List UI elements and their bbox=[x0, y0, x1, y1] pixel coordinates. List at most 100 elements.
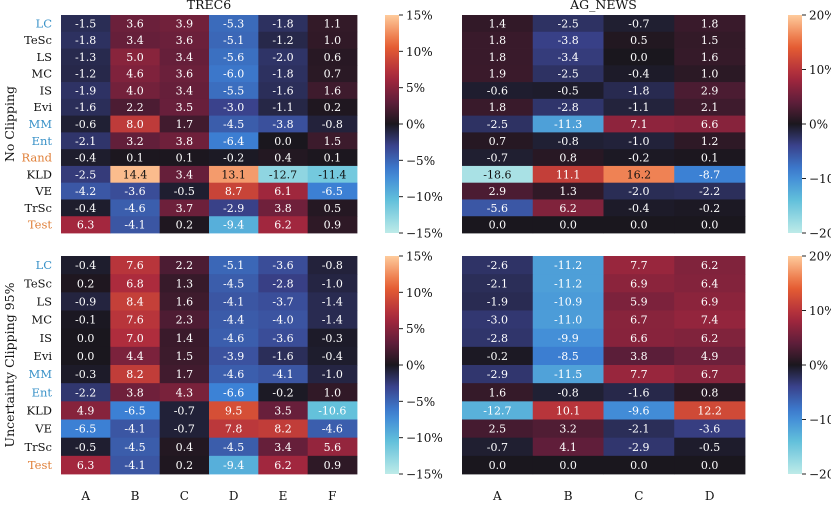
cell-value: -1.0 bbox=[322, 368, 343, 381]
heatmap-cell bbox=[532, 15, 604, 33]
heatmap-cell bbox=[603, 149, 675, 167]
heatmap-cell bbox=[110, 328, 161, 348]
column-label: E bbox=[279, 489, 288, 503]
heatmap-cell bbox=[258, 328, 309, 348]
heatmap-cell bbox=[307, 199, 358, 217]
heatmap-cell bbox=[61, 115, 111, 133]
heatmap-cell bbox=[603, 401, 675, 420]
cell-value: 3.4 bbox=[176, 51, 194, 64]
cell-value: 12.2 bbox=[697, 404, 722, 417]
cell-value: 3.6 bbox=[126, 17, 144, 30]
heatmap-cell bbox=[61, 65, 111, 83]
cell-value: -0.8 bbox=[558, 386, 579, 399]
heatmap-cell bbox=[462, 328, 534, 348]
cell-value: 6.2 bbox=[274, 459, 292, 472]
heatmap-cell bbox=[307, 256, 358, 275]
cell-value: 4.3 bbox=[176, 386, 194, 399]
cell-value: 8.0 bbox=[126, 118, 144, 131]
cell-value: -1.6 bbox=[628, 386, 649, 399]
heatmap-cell bbox=[209, 310, 259, 330]
heatmap-cell bbox=[110, 346, 161, 366]
heatmap-cell bbox=[674, 15, 746, 33]
colorbar-tick-label: 15% bbox=[406, 250, 433, 264]
heatmap-cell bbox=[462, 274, 534, 293]
cell-value: 0.2 bbox=[77, 277, 95, 290]
cell-value: -1.1 bbox=[272, 101, 293, 114]
cell-value: -4.6 bbox=[223, 332, 244, 345]
cell-value: -4.4 bbox=[223, 314, 244, 327]
cell-value: 0.5 bbox=[324, 202, 342, 215]
cell-value: -8.5 bbox=[558, 350, 579, 363]
cell-value: 0.2 bbox=[176, 459, 194, 472]
cell-value: 1.8 bbox=[489, 34, 507, 47]
column-label: F bbox=[328, 489, 336, 503]
heatmap-cell bbox=[674, 216, 746, 234]
heatmap-cell bbox=[159, 48, 210, 66]
heatmap-cell bbox=[258, 346, 309, 366]
cell-value: -2.8 bbox=[487, 332, 508, 345]
heatmap-cell bbox=[209, 149, 259, 167]
row-label: LC bbox=[36, 258, 53, 272]
row-label: VE bbox=[34, 184, 52, 198]
cell-value: 1.5 bbox=[176, 350, 194, 363]
cell-value: -6.6 bbox=[223, 386, 244, 399]
column-label: C bbox=[634, 489, 643, 503]
cell-value: 3.6 bbox=[176, 68, 194, 81]
cell-value: -6.5 bbox=[322, 185, 343, 198]
heatmap-cell bbox=[603, 165, 675, 184]
cell-value: -0.7 bbox=[628, 17, 649, 30]
cell-value: -0.4 bbox=[75, 152, 96, 165]
cell-value: 7.6 bbox=[126, 259, 144, 272]
heatmap-cell bbox=[532, 98, 604, 117]
cell-value: 3.8 bbox=[126, 386, 144, 399]
cell-value: -0.1 bbox=[75, 314, 96, 327]
cell-value: 4.0 bbox=[126, 84, 144, 97]
cell-value: 7.0 bbox=[126, 332, 144, 345]
cell-value: -2.2 bbox=[699, 185, 720, 198]
cell-value: -1.8 bbox=[628, 84, 649, 97]
cell-value: -0.2 bbox=[272, 386, 293, 399]
colorbar-tick-label: −5% bbox=[406, 154, 435, 168]
cell-value: 1.5 bbox=[701, 34, 719, 47]
cell-value: 1.3 bbox=[559, 185, 577, 198]
cell-value: 3.2 bbox=[126, 135, 144, 148]
panel-title: AG_NEWS bbox=[569, 0, 637, 12]
colorbar-tick-label: 10% bbox=[406, 45, 433, 59]
cell-value: 0.0 bbox=[489, 219, 507, 232]
cell-value: -11.5 bbox=[554, 368, 582, 381]
cell-value: 0.0 bbox=[701, 459, 719, 472]
cell-value: 0.0 bbox=[559, 459, 577, 472]
heatmap-cell bbox=[110, 310, 161, 330]
row-label: TrSc bbox=[25, 201, 53, 215]
cell-value: -0.2 bbox=[223, 152, 244, 165]
row-label: LS bbox=[36, 294, 52, 308]
colorbar-tick-label: 0% bbox=[809, 359, 828, 373]
cell-value: 1.4 bbox=[176, 332, 194, 345]
heatmap-cell bbox=[209, 98, 259, 117]
cell-value: -4.2 bbox=[75, 185, 96, 198]
heatmap-cell bbox=[674, 346, 746, 366]
cell-value: -4.6 bbox=[322, 423, 343, 436]
row-label: LS bbox=[36, 50, 52, 64]
cell-value: 0.8 bbox=[701, 386, 719, 399]
heatmap-cell bbox=[159, 199, 210, 217]
cell-value: -9.9 bbox=[558, 332, 579, 345]
cell-value: -2.9 bbox=[487, 368, 508, 381]
heatmap-cell bbox=[61, 437, 111, 457]
colorbar-tick-label: 10% bbox=[406, 286, 433, 300]
cell-value: 6.4 bbox=[701, 277, 719, 290]
cell-value: 3.9 bbox=[176, 17, 194, 30]
cell-value: -0.4 bbox=[628, 202, 649, 215]
heatmap-cell bbox=[258, 82, 309, 100]
heatmap-cell bbox=[258, 149, 309, 167]
cell-value: 0.0 bbox=[77, 332, 95, 345]
heatmap-cell bbox=[307, 455, 358, 475]
panel-title: TREC6 bbox=[187, 0, 231, 12]
cell-value: -0.6 bbox=[487, 84, 508, 97]
heatmap-cell bbox=[61, 199, 111, 217]
heatmap-cell bbox=[532, 82, 604, 100]
heatmap-cell bbox=[110, 31, 161, 49]
cell-value: 8.2 bbox=[274, 423, 292, 436]
heatmap-cell bbox=[258, 216, 309, 234]
cell-value: 1.6 bbox=[176, 295, 194, 308]
